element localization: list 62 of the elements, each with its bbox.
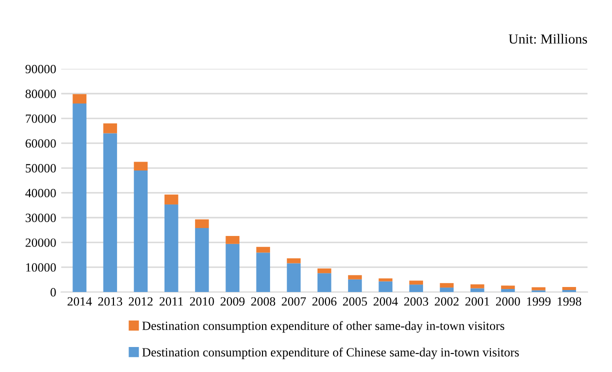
x-tick-label: 2011	[160, 297, 183, 306]
x-tick-label: 2000	[496, 297, 520, 306]
x-tick-label: 2004	[374, 297, 398, 306]
x-tick-label: 2007	[282, 297, 306, 306]
bar	[440, 283, 454, 288]
legend-label: Destination consumption expenditure of Chinese same-day in-town visitors	[142, 348, 519, 360]
bar	[440, 288, 454, 292]
x-tick-label: 2003	[404, 297, 428, 306]
bar	[103, 133, 118, 292]
y-tick-label: 70000	[26, 114, 56, 123]
y-tick-label: 80000	[26, 90, 56, 98]
bar	[501, 289, 515, 292]
y-tick-label: 30000	[26, 214, 56, 222]
bar	[72, 104, 86, 292]
y-tick-label: 40000	[25, 188, 56, 198]
bar	[348, 279, 362, 292]
legend-label: Destination consumption expenditure of other same-day in-town visitors	[142, 321, 504, 333]
text: Unit: Millions	[508, 34, 588, 44]
bar	[286, 263, 301, 292]
x-tick-label: 2012	[128, 297, 153, 306]
bar	[409, 280, 424, 285]
bar	[256, 246, 270, 253]
bar	[134, 170, 148, 292]
y-tick-label: 0	[50, 288, 56, 296]
x-tick-label: 1998	[558, 297, 582, 306]
y-tick-label: 50000	[26, 164, 56, 172]
x-tick-label: 2006	[312, 297, 336, 306]
bar	[164, 204, 178, 292]
y-tick-label: 60000	[26, 139, 56, 148]
bar	[103, 123, 118, 134]
bar	[317, 268, 332, 274]
bar	[164, 194, 178, 204]
bar	[532, 287, 546, 290]
y-tick-label: 10000	[26, 263, 56, 272]
bar	[256, 252, 270, 292]
bar	[470, 288, 484, 292]
bar	[226, 244, 240, 292]
bar	[378, 281, 392, 292]
bar	[378, 278, 392, 282]
y-tick-label: 90000	[25, 64, 56, 74]
bar	[348, 275, 362, 280]
x-tick-label: 2010	[190, 297, 214, 306]
bar	[409, 284, 424, 292]
bar	[195, 219, 209, 228]
bar	[562, 287, 576, 290]
x-tick-label: 2002	[434, 297, 459, 306]
bar	[134, 162, 148, 170]
x-tick-label: 1999	[527, 297, 551, 306]
bar	[226, 236, 240, 244]
bar	[317, 273, 332, 292]
x-tick-label: 2001	[465, 297, 490, 306]
y-tick-label: 20000	[26, 238, 56, 247]
bar	[501, 286, 515, 290]
x-tick-label: 2008	[251, 297, 276, 306]
x-tick-label: 2014	[68, 297, 92, 306]
x-tick-label: 2013	[98, 297, 122, 306]
x-tick-label: 2005	[343, 297, 367, 306]
bar	[195, 228, 209, 292]
x-tick-label: 2009	[220, 297, 245, 306]
bar	[470, 284, 484, 288]
bar	[286, 258, 301, 264]
bar	[72, 94, 86, 104]
